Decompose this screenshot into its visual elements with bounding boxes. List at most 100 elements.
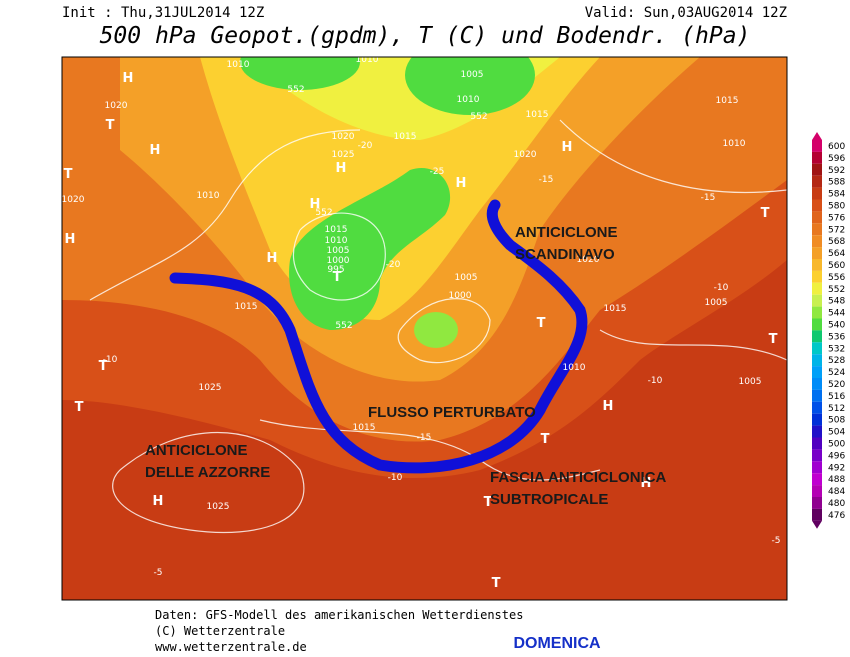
contour-label: 1010 bbox=[197, 191, 220, 201]
colorbar-swatch bbox=[812, 140, 822, 152]
contour-label: 1000 bbox=[327, 256, 350, 266]
contour-label: -25 bbox=[430, 167, 445, 177]
colorbar-swatch bbox=[812, 401, 822, 414]
colorbar-label: 580 bbox=[828, 201, 845, 211]
pressure-center: H bbox=[267, 251, 278, 266]
colorbar-label: 544 bbox=[828, 309, 845, 319]
pressure-center: T bbox=[333, 270, 342, 285]
colorbar-swatch bbox=[812, 211, 822, 224]
contour-label: 552 bbox=[287, 85, 304, 95]
contour-label: 552 bbox=[335, 321, 352, 331]
colorbar-swatch bbox=[812, 437, 822, 450]
contour-label: -15 bbox=[539, 175, 554, 185]
pressure-center: H bbox=[456, 176, 467, 191]
colorbar-label: 552 bbox=[828, 285, 845, 295]
colorbar-label: 592 bbox=[828, 166, 845, 176]
colorbar-swatch bbox=[812, 497, 822, 509]
contour-label: -20 bbox=[358, 141, 373, 151]
colorbar-swatch bbox=[812, 294, 822, 307]
colorbar-label: 508 bbox=[828, 416, 845, 426]
colorbar-swatch bbox=[812, 175, 822, 188]
pressure-center: H bbox=[153, 494, 164, 509]
credit-line: (C) Wetterzentrale bbox=[155, 624, 285, 638]
contour-label: 1005 bbox=[455, 273, 478, 283]
colorbar-swatch bbox=[812, 485, 822, 497]
contour-label: 1020 bbox=[577, 255, 600, 265]
colorbar-swatch bbox=[812, 235, 822, 248]
contour-label: -10 bbox=[714, 283, 729, 293]
contour-label: 1005 bbox=[705, 298, 728, 308]
colorbar-swatch bbox=[812, 330, 822, 343]
colorbar-label: 556 bbox=[828, 273, 845, 283]
pressure-center: T bbox=[761, 206, 770, 221]
contour-label: 1020 bbox=[105, 101, 128, 111]
isobars bbox=[89, 119, 787, 534]
colorbar-label: 568 bbox=[828, 237, 845, 247]
colorbar-swatch bbox=[812, 187, 822, 200]
contour-label: 1020 bbox=[332, 132, 355, 142]
contour-label: 1015 bbox=[604, 304, 627, 314]
colorbar-swatch bbox=[812, 270, 822, 283]
contour-label: -20 bbox=[386, 260, 401, 270]
colorbar-swatch bbox=[812, 354, 822, 367]
low-northwest bbox=[240, 57, 360, 90]
annotation: FASCIA ANTICICLONICA bbox=[490, 469, 667, 486]
contour-label: 1025 bbox=[332, 150, 355, 160]
contour-label: 1005 bbox=[327, 246, 350, 256]
contour-label: 1020 bbox=[62, 195, 85, 205]
contour-label: 1015 bbox=[325, 225, 348, 235]
colorbar-swatch bbox=[812, 199, 822, 212]
contour-label: 1015 bbox=[235, 302, 258, 312]
low-center bbox=[289, 168, 451, 330]
colorbar-label: 476 bbox=[828, 511, 845, 521]
title: 500 hPa Geopot.(gpdm), T (C) und Bodendr… bbox=[100, 23, 751, 49]
annotation: ANTICICLONE bbox=[515, 224, 618, 241]
credit-line: Daten: GFS-Modell des amerikanischen Wet… bbox=[155, 608, 523, 622]
annotation: DELLE AZZORRE bbox=[145, 464, 270, 481]
contour-label: 1005 bbox=[739, 377, 762, 387]
pressure-center: H bbox=[150, 143, 161, 158]
pressure-center: H bbox=[562, 140, 573, 155]
colorbar-label: 600 bbox=[828, 142, 845, 152]
contour-label: 1000 bbox=[449, 291, 472, 301]
contour-label: 552 bbox=[470, 112, 487, 122]
colorbar-label: 584 bbox=[828, 190, 845, 200]
contour-label: 1015 bbox=[716, 96, 739, 106]
contour-label: -15 bbox=[701, 193, 716, 203]
colorbar-label: 564 bbox=[828, 249, 845, 259]
contour-label: 1015 bbox=[353, 423, 376, 433]
contour-label: 1010 bbox=[563, 363, 586, 373]
contour-label: 1010 bbox=[723, 139, 746, 149]
contour-label: 995 bbox=[327, 265, 344, 275]
colorbar-swatch bbox=[812, 378, 822, 390]
pressure-center: T bbox=[99, 359, 108, 374]
contour-label: 1010 bbox=[325, 236, 348, 246]
contour-label: 1015 bbox=[526, 110, 549, 120]
annotation: FLUSSO PERTURBATO bbox=[368, 404, 536, 421]
colorbar-swatch bbox=[812, 413, 822, 426]
colorbar-label: 576 bbox=[828, 213, 845, 223]
colorbar-swatch bbox=[812, 151, 822, 164]
contour-label: 1025 bbox=[199, 383, 222, 393]
pressure-center: T bbox=[769, 332, 778, 347]
contour-label: -10 bbox=[388, 473, 403, 483]
colorbar-label: 532 bbox=[828, 344, 845, 354]
colorbar-swatch bbox=[812, 342, 822, 355]
colorbar-cap bbox=[812, 132, 822, 140]
contour-label: 1010 bbox=[457, 95, 480, 105]
contour-label: 1025 bbox=[207, 502, 230, 512]
colorbar-swatch bbox=[812, 449, 822, 462]
colorbar-label: 596 bbox=[828, 154, 845, 164]
contour-label: 1020 bbox=[514, 150, 537, 160]
annotation: SCANDINAVO bbox=[515, 246, 615, 263]
pressure-center: H bbox=[336, 161, 347, 176]
colorbar-swatch bbox=[812, 163, 822, 176]
colorbar-swatch bbox=[812, 461, 822, 474]
contour-label: 1010 bbox=[227, 60, 250, 70]
colorbar-label: 540 bbox=[828, 320, 845, 330]
annotation: SUBTROPICALE bbox=[490, 491, 608, 508]
colorbar-label: 496 bbox=[828, 451, 845, 461]
pressure-center: T bbox=[484, 495, 493, 510]
contour-label: 1010 bbox=[356, 55, 379, 65]
colorbar-label: 512 bbox=[828, 404, 845, 414]
